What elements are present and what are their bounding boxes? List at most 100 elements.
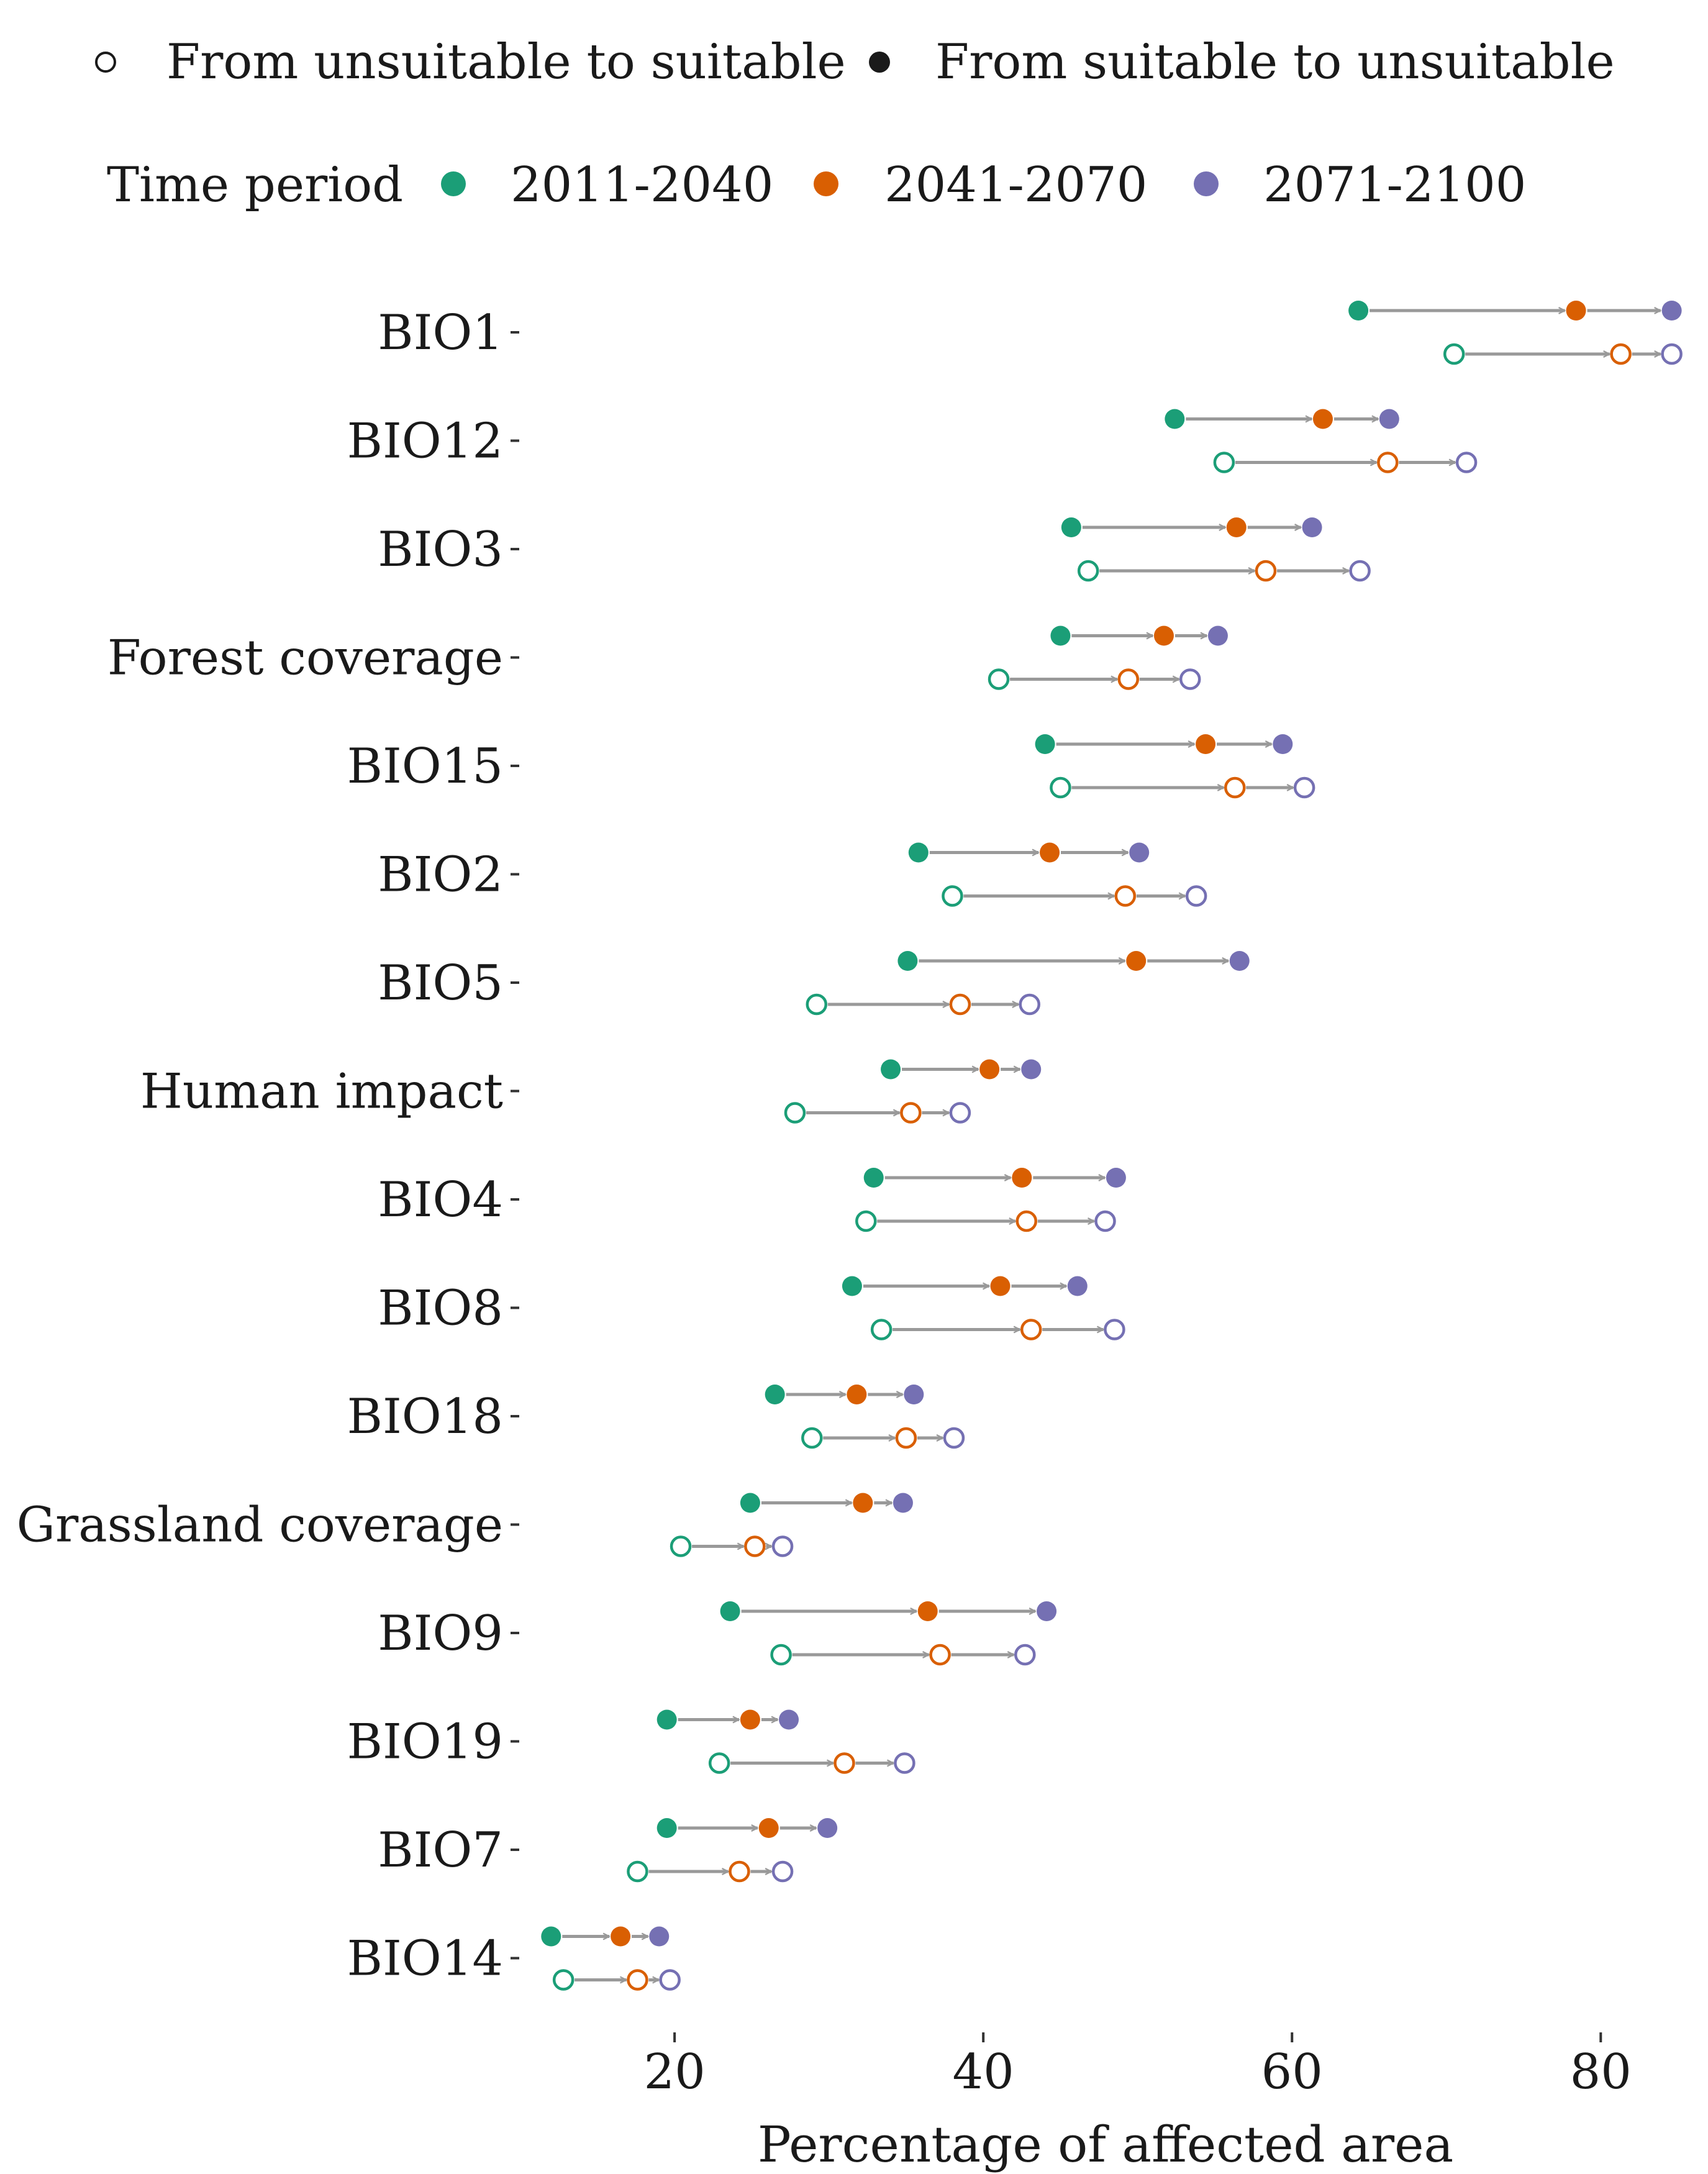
y-tick-label: BIO3 xyxy=(378,522,503,578)
point-filled xyxy=(917,1601,938,1621)
legend-shape: From unsuitable to suitable From suitabl… xyxy=(95,34,1615,90)
point-open xyxy=(1014,1644,1036,1666)
point-open xyxy=(1661,343,1683,365)
point-filled xyxy=(611,1926,631,1947)
point-filled xyxy=(1021,1059,1042,1080)
point-filled xyxy=(656,1709,677,1730)
point-filled xyxy=(990,1276,1011,1296)
point-filled xyxy=(1067,1276,1088,1296)
legend-period-label-2: 2041-2070 xyxy=(884,157,1147,213)
y-tick-label: Human impact xyxy=(140,1064,503,1120)
point-filled xyxy=(765,1385,785,1404)
point-open xyxy=(1349,560,1371,582)
y-tick-label: BIO14 xyxy=(347,1931,503,1987)
point-open xyxy=(771,1535,794,1557)
legend-period-marker-3 xyxy=(1194,171,1219,196)
point-open xyxy=(1117,668,1140,690)
point-filled xyxy=(893,1493,913,1513)
point-open xyxy=(770,1644,792,1666)
plot-area: BIO1 BIO12 BIO3 Forest coverage BIO15 BIO2 BIO… xyxy=(17,301,1683,2100)
point-open xyxy=(744,1535,766,1557)
legend-period: Time period 2011-2040 2041-2070 2071-210… xyxy=(107,157,1526,213)
point-filled xyxy=(1126,951,1147,971)
point-filled xyxy=(1661,301,1682,321)
point-filled xyxy=(853,1493,873,1513)
point-filled xyxy=(1012,1168,1032,1188)
y-tick-label: BIO1 xyxy=(378,305,503,361)
y-tick-label: BIO12 xyxy=(347,414,503,470)
point-open xyxy=(988,668,1010,690)
point-open xyxy=(1610,343,1632,365)
point-filled xyxy=(1226,517,1247,537)
point-open xyxy=(552,1969,575,1991)
y-tick-label: BIO2 xyxy=(378,847,503,903)
point-open xyxy=(894,1752,915,1774)
x-tick-label: 20 xyxy=(643,2044,705,2100)
point-open xyxy=(949,993,971,1016)
point-open xyxy=(1255,560,1277,582)
point-open xyxy=(1213,452,1235,473)
point-open xyxy=(1114,885,1137,907)
x-tick-label: 60 xyxy=(1261,2044,1323,2100)
point-open xyxy=(1104,1319,1125,1340)
point-filled xyxy=(1229,951,1250,971)
point-filled xyxy=(656,1818,677,1838)
point-open xyxy=(949,1102,971,1124)
y-tick-label: BIO15 xyxy=(347,739,503,794)
x-tick-label: 40 xyxy=(953,2044,1014,2100)
x-axis-title: Percentage of affected area xyxy=(758,2116,1453,2173)
point-filled xyxy=(1566,301,1586,321)
point-open xyxy=(855,1210,877,1232)
point-open xyxy=(1050,776,1071,799)
point-open xyxy=(1015,1210,1038,1232)
point-open xyxy=(895,1427,917,1449)
point-filled xyxy=(904,1385,924,1404)
legend-period-marker-2 xyxy=(814,171,838,196)
point-open xyxy=(1020,1319,1042,1340)
point-open xyxy=(627,1969,648,1991)
point-filled xyxy=(1035,734,1055,754)
point-open xyxy=(1455,452,1478,473)
point-open xyxy=(1094,1210,1116,1232)
point-open xyxy=(659,1969,681,1991)
y-tick-label: Forest coverage xyxy=(107,630,503,686)
point-open xyxy=(1377,452,1399,473)
legend-period-label-1: 2011-2040 xyxy=(511,157,773,213)
point-open xyxy=(929,1644,951,1666)
point-open xyxy=(1224,776,1246,799)
y-tick-label: BIO8 xyxy=(378,1281,503,1337)
legend-open-marker xyxy=(95,52,116,73)
point-filled xyxy=(1273,734,1293,754)
legend-filled-marker xyxy=(869,52,890,73)
point-filled xyxy=(847,1385,867,1404)
point-filled xyxy=(779,1709,799,1730)
point-filled xyxy=(863,1168,884,1188)
point-filled xyxy=(541,1926,561,1947)
y-tick-label: BIO19 xyxy=(347,1714,503,1770)
point-open xyxy=(942,885,963,907)
point-filled xyxy=(740,1709,760,1730)
point-open xyxy=(1179,668,1201,690)
point-open xyxy=(806,993,828,1016)
y-tick-label: BIO5 xyxy=(378,955,503,1011)
point-open xyxy=(1443,343,1465,365)
point-filled xyxy=(897,951,918,971)
point-filled xyxy=(1153,625,1174,646)
point-open xyxy=(900,1102,922,1124)
point-filled xyxy=(1348,301,1369,321)
point-open xyxy=(1077,560,1099,582)
point-open xyxy=(729,1860,750,1883)
point-filled xyxy=(1037,1601,1057,1621)
point-open xyxy=(784,1102,806,1124)
point-filled xyxy=(1106,1168,1126,1188)
point-filled xyxy=(1129,842,1150,863)
point-filled xyxy=(1196,734,1216,754)
point-open xyxy=(1293,776,1315,799)
point-open xyxy=(1185,885,1207,907)
point-filled xyxy=(979,1059,1000,1080)
y-tick-label: BIO4 xyxy=(378,1172,503,1228)
point-filled xyxy=(1165,409,1185,429)
point-filled xyxy=(842,1276,862,1296)
point-open xyxy=(801,1427,823,1449)
